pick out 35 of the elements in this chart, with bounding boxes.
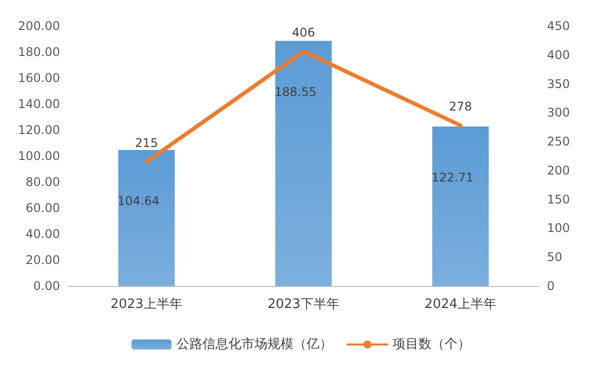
y-tick-label: 60.00 [26,201,60,215]
data-label: 406 [292,25,315,40]
data-label: 188.55 [274,84,316,99]
bar [275,40,332,286]
y-tick-label: 140.00 [18,97,60,111]
y-tick-label: 20.00 [26,253,60,267]
bar [432,126,489,286]
y-tick-label: 80.00 [26,175,60,189]
y-tick-label: 100.00 [18,149,60,163]
y-tick-label: 160.00 [18,71,60,85]
y-tick-label: 120.00 [18,123,60,137]
data-label: 278 [449,99,472,114]
x-tick-label: 2023下半年 [267,297,340,312]
x-tick-label: 2023上半年 [110,297,183,312]
y2-tick-label: 300 [547,106,570,120]
y2-tick-label: 100 [547,221,570,236]
y-tick-label: 200.00 [18,19,60,33]
y2-tick-label: 50 [547,250,562,264]
data-label: 215 [135,136,158,150]
y-tick-label: 0.00 [33,279,60,293]
x-tick-label: 2024上半年 [424,297,497,312]
y2-tick-label: 0 [547,279,555,293]
legend-label: 项目数（个） [392,337,470,352]
data-label: 122.71 [432,170,474,184]
legend-label: 公路信息化市场规模（亿） [176,337,332,352]
y2-tick-label: 150 [547,192,570,206]
y2-tick-label: 250 [547,134,570,149]
y2-tick-label: 450 [547,19,570,33]
data-label: 104.64 [118,194,160,208]
bar [118,150,175,286]
y2-tick-label: 350 [547,76,570,91]
y-tick-label: 40.00 [26,227,60,241]
y2-tick-label: 400 [547,48,570,62]
y2-tick-label: 200 [547,163,570,178]
y-tick-label: 180.00 [18,45,60,59]
